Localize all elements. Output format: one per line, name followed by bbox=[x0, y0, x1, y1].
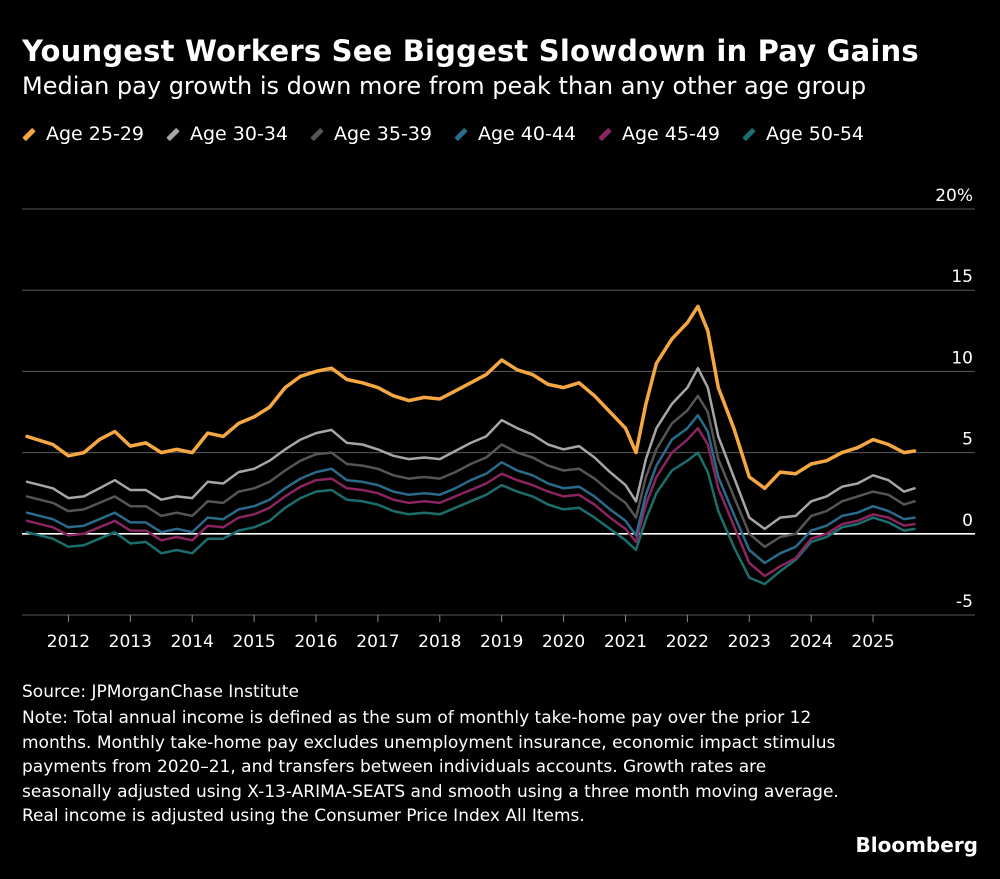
legend-label: Age 35-39 bbox=[334, 123, 432, 145]
series-line-age-25-29 bbox=[25, 304, 917, 491]
legend-swatch bbox=[742, 127, 756, 141]
legend-item-age-25-29: Age 25-29 bbox=[22, 120, 144, 148]
series-line-age-30-34 bbox=[25, 366, 916, 531]
y-tick-label: 10 bbox=[951, 348, 973, 368]
legend-swatch bbox=[454, 127, 468, 141]
x-tick-label: 2019 bbox=[480, 632, 523, 652]
bloomberg-logo: Bloomberg bbox=[855, 833, 978, 857]
methodology-note: Note: Total annual income is defined as … bbox=[22, 708, 839, 826]
line-chart: -5 0 5 10 15 20% 2012 2013 2014 2015 2016 2017 2018 2… bbox=[22, 186, 975, 652]
x-tick-label: 2021 bbox=[604, 632, 647, 652]
x-tick-label: 2012 bbox=[47, 632, 90, 652]
x-tick-label: 2025 bbox=[851, 632, 894, 652]
legend-swatch bbox=[310, 127, 324, 141]
chart-title: Youngest Workers See Biggest Slowdown in… bbox=[22, 34, 919, 68]
x-tick-label: 2020 bbox=[542, 632, 585, 652]
x-tick-label: 2015 bbox=[232, 632, 275, 652]
legend-label: Age 25-29 bbox=[46, 123, 144, 145]
legend-swatch bbox=[22, 127, 36, 141]
x-tick-label: 2013 bbox=[109, 632, 152, 652]
legend-item-age-30-34: Age 30-34 bbox=[166, 120, 288, 148]
series-line-age-35-39 bbox=[25, 394, 916, 549]
x-tick-label: 2024 bbox=[790, 632, 833, 652]
legend-label: Age 30-34 bbox=[190, 123, 288, 145]
series-line-age-50-54 bbox=[25, 451, 916, 586]
y-tick-label: 0 bbox=[962, 511, 973, 531]
x-tick-label: 2023 bbox=[728, 632, 771, 652]
legend-label: Age 50-54 bbox=[766, 123, 864, 145]
legend-item-age-50-54: Age 50-54 bbox=[742, 120, 864, 148]
legend-swatch bbox=[166, 127, 180, 141]
x-tick-label: 2022 bbox=[666, 632, 709, 652]
x-tick-label: 2017 bbox=[356, 632, 399, 652]
legend-label: Age 40-44 bbox=[478, 123, 576, 145]
y-tick-label: 20% bbox=[935, 186, 973, 206]
x-tick-label: 2014 bbox=[171, 632, 214, 652]
legend-item-age-45-49: Age 45-49 bbox=[598, 120, 720, 148]
y-tick-label: 15 bbox=[951, 267, 973, 287]
chart-legend: Age 25-29 Age 30-34 Age 35-39 Age 40-44 Age … bbox=[22, 120, 922, 148]
source-note: Source: JPMorganChase Institute bbox=[22, 682, 299, 702]
legend-item-age-40-44: Age 40-44 bbox=[454, 120, 576, 148]
chart-subtitle: Median pay growth is down more from peak… bbox=[22, 72, 867, 100]
x-tick-label: 2016 bbox=[294, 632, 337, 652]
series-line-age-45-49 bbox=[25, 426, 916, 578]
legend-swatch bbox=[598, 127, 612, 141]
y-tick-label: 5 bbox=[962, 430, 973, 450]
legend-label: Age 45-49 bbox=[622, 123, 720, 145]
legend-item-age-35-39: Age 35-39 bbox=[310, 120, 432, 148]
x-tick-label: 2018 bbox=[418, 632, 461, 652]
y-tick-label: -5 bbox=[956, 592, 973, 612]
series-line-age-40-44 bbox=[25, 413, 916, 565]
